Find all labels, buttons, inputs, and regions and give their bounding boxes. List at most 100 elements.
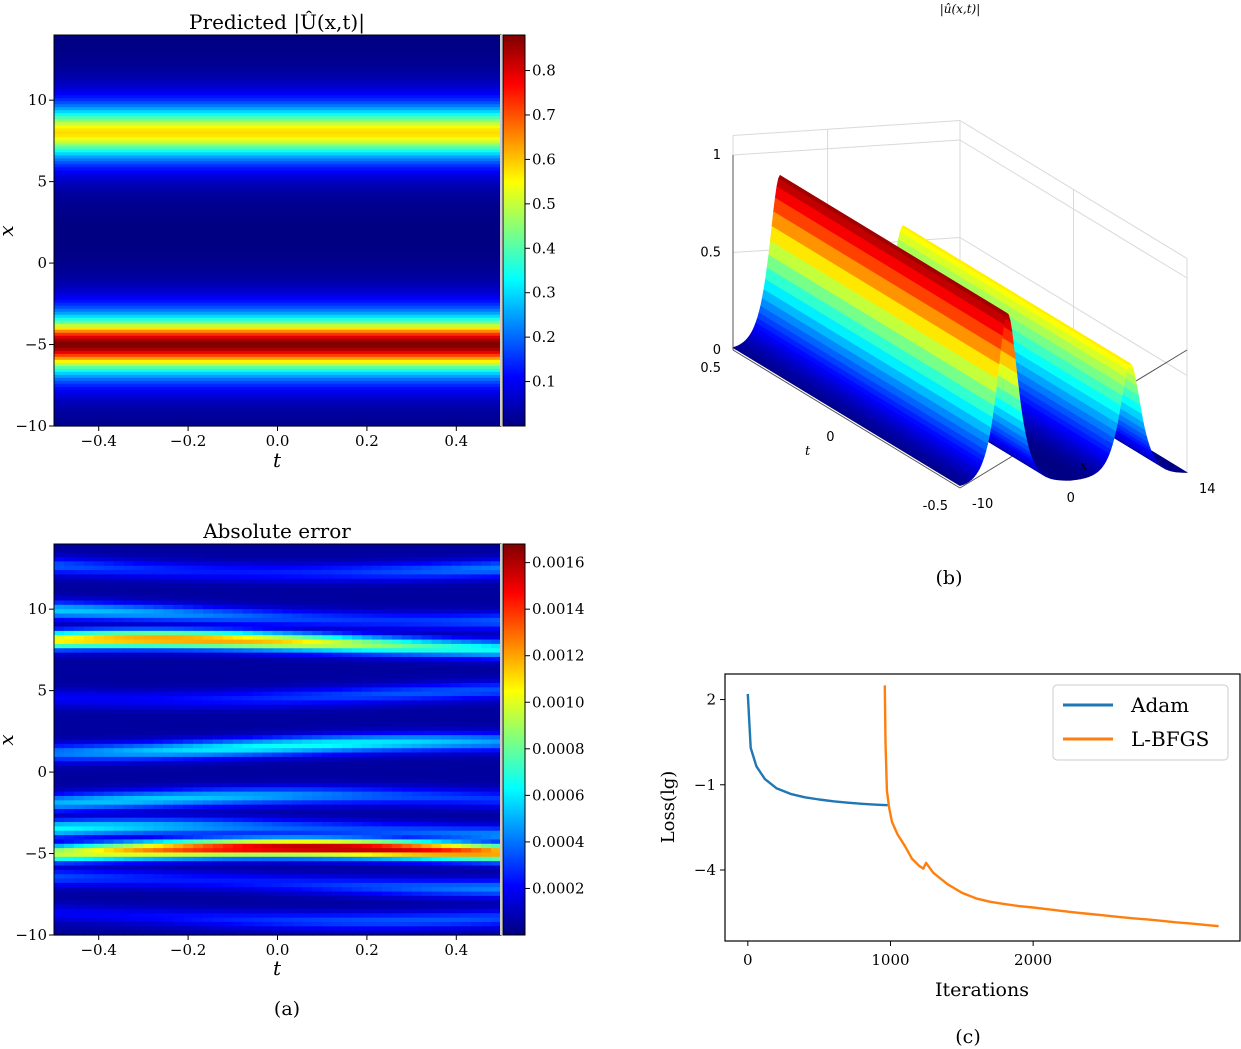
heatmap-cell <box>123 926 135 932</box>
heatmap-cell <box>312 878 323 884</box>
heatmap-cell <box>153 639 164 645</box>
heatmap-cell <box>381 648 393 654</box>
heatmap-cell <box>411 748 423 754</box>
heatmap-cell <box>73 678 85 684</box>
heatmap-cell <box>431 730 442 736</box>
heatmap-cell <box>252 717 264 723</box>
heatmap-cell <box>381 691 393 697</box>
heatmap-cell <box>292 787 303 793</box>
heatmap-cell <box>391 717 403 723</box>
heatmap-cell <box>371 782 383 788</box>
heatmap-cell <box>451 782 462 788</box>
heatmap-cell <box>173 600 184 606</box>
heatmap-row <box>54 233 501 238</box>
heatmap-row <box>54 356 501 361</box>
heatmap-cell <box>381 804 393 810</box>
heatmap-cell <box>431 587 442 593</box>
heatmap-cell <box>153 730 164 736</box>
heatmap-cell <box>421 765 433 771</box>
heatmap-cell <box>212 726 224 732</box>
heatmap-cell <box>193 548 204 554</box>
heatmap-cell <box>391 739 403 745</box>
heatmap-cell <box>471 882 482 888</box>
heatmap-cell <box>381 544 393 549</box>
heatmap-cell <box>292 778 303 784</box>
heatmap-cell <box>83 743 95 749</box>
heatmap-row <box>54 200 501 205</box>
heatmap-cell <box>212 800 224 806</box>
heatmap-cell <box>252 722 264 728</box>
heatmap-cell <box>342 882 353 888</box>
heatmap-cell <box>123 800 135 806</box>
heatmap-cell <box>332 656 343 662</box>
heatmap-cell <box>411 856 423 862</box>
heatmap-cell <box>242 574 254 580</box>
heatmap-cell <box>113 726 125 732</box>
heatmap-cell <box>302 791 313 797</box>
heatmap-cell <box>232 917 244 923</box>
heatmap-cell <box>361 917 373 923</box>
heatmap-cell <box>441 921 452 927</box>
heatmap-cell <box>381 822 393 827</box>
heatmap-cell <box>451 635 462 641</box>
heatmap-cell <box>252 665 264 671</box>
heatmap-cell <box>153 635 164 641</box>
heatmap-cell <box>461 587 472 593</box>
heatmap-cell <box>391 874 403 880</box>
heatmap-cell <box>431 678 442 684</box>
heatmap-cell <box>441 765 452 771</box>
heatmap-cell <box>232 826 244 832</box>
loss-xlabel: Iterations <box>935 979 1029 1001</box>
heatmap-cell <box>481 809 492 814</box>
heatmap-cell <box>272 661 284 667</box>
heatmap-row <box>54 164 501 168</box>
heatmap-cell <box>481 709 492 715</box>
heatmap-cell <box>123 822 135 827</box>
heatmap-cell <box>381 596 393 602</box>
heatmap-cell <box>153 570 164 576</box>
heatmap-cell <box>73 596 85 602</box>
heatmap-cell <box>322 743 333 749</box>
heatmap-cell <box>421 683 433 688</box>
heatmap-cell <box>232 639 244 645</box>
heatmap-cell <box>123 817 135 823</box>
heatmap-cell <box>203 696 214 701</box>
heatmap-cell <box>431 861 442 867</box>
heatmap-cell <box>63 561 75 567</box>
heatmap-cell <box>391 565 403 571</box>
heatmap-cell <box>491 648 502 654</box>
heatmap-cell <box>342 826 353 832</box>
heatmap-cell <box>481 917 492 923</box>
heatmap-cell <box>262 826 274 832</box>
heatmap-cell <box>123 661 135 667</box>
heatmap-cell <box>451 917 462 923</box>
heatmap-cell <box>252 874 264 880</box>
heatmap-cell <box>153 900 164 906</box>
heatmap-cell <box>103 921 115 927</box>
heatmap-cell <box>471 691 482 697</box>
heatmap-cell <box>183 743 194 749</box>
heatmap-cell <box>262 861 274 867</box>
heatmap-cell <box>232 683 244 688</box>
heatmap-cell <box>83 791 95 797</box>
heatmap-cell <box>481 856 492 862</box>
heatmap-cell <box>441 561 452 567</box>
heatmap-cell <box>322 926 333 932</box>
heatmap-cell <box>441 565 452 571</box>
heatmap-cell <box>54 913 65 919</box>
heatmap-cell <box>272 843 284 849</box>
heatmap-cell <box>302 774 313 780</box>
heatmap-cell <box>163 782 174 788</box>
heatmap-cell <box>411 904 423 910</box>
heatmap-cell <box>342 813 353 819</box>
heatmap-cell <box>352 648 363 654</box>
heatmap-cell <box>272 696 284 701</box>
heatmap-cell <box>222 609 234 615</box>
heatmap-cell <box>272 574 284 580</box>
heatmap-cell <box>322 904 333 910</box>
heatmap-cell <box>332 552 343 558</box>
heatmap-cell <box>222 839 234 845</box>
heatmap-cell <box>401 713 413 719</box>
heatmap-cell <box>282 817 293 823</box>
heatmap-cell <box>113 865 125 871</box>
